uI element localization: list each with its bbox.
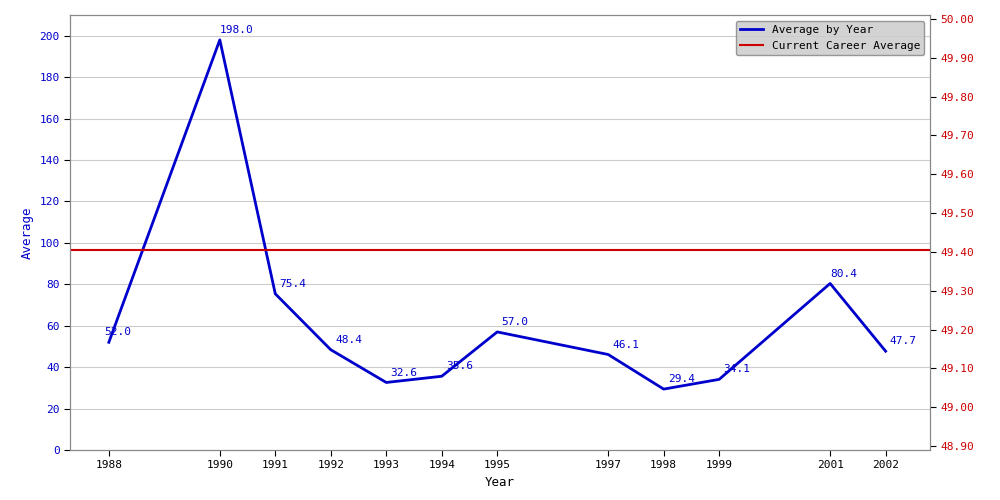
Average by Year bbox=[491, 329, 503, 335]
Text: 34.1: 34.1 bbox=[723, 364, 750, 374]
Average by Year bbox=[269, 291, 281, 297]
X-axis label: Year: Year bbox=[485, 476, 515, 489]
Text: 80.4: 80.4 bbox=[830, 268, 857, 278]
Average by Year bbox=[824, 280, 836, 286]
Average by Year bbox=[436, 374, 448, 380]
Average by Year bbox=[602, 352, 614, 358]
Text: 47.7: 47.7 bbox=[890, 336, 917, 346]
Text: 46.1: 46.1 bbox=[612, 340, 639, 349]
Text: 75.4: 75.4 bbox=[279, 279, 306, 289]
Text: 52.0: 52.0 bbox=[105, 328, 132, 338]
Legend: Average by Year, Current Career Average: Average by Year, Current Career Average bbox=[736, 20, 924, 55]
Average by Year bbox=[380, 380, 392, 386]
Average by Year bbox=[658, 386, 670, 392]
Average by Year bbox=[214, 37, 226, 43]
Text: 35.6: 35.6 bbox=[446, 362, 473, 372]
Text: 29.4: 29.4 bbox=[668, 374, 695, 384]
Average by Year bbox=[103, 340, 115, 345]
Y-axis label: Average: Average bbox=[21, 206, 34, 259]
Line: Average by Year: Average by Year bbox=[109, 40, 886, 389]
Average by Year bbox=[325, 346, 337, 352]
Text: 57.0: 57.0 bbox=[501, 317, 528, 327]
Text: 32.6: 32.6 bbox=[390, 368, 417, 378]
Text: 48.4: 48.4 bbox=[335, 335, 362, 345]
Text: 198.0: 198.0 bbox=[220, 25, 254, 35]
Average by Year bbox=[880, 348, 892, 354]
Average by Year bbox=[713, 376, 725, 382]
